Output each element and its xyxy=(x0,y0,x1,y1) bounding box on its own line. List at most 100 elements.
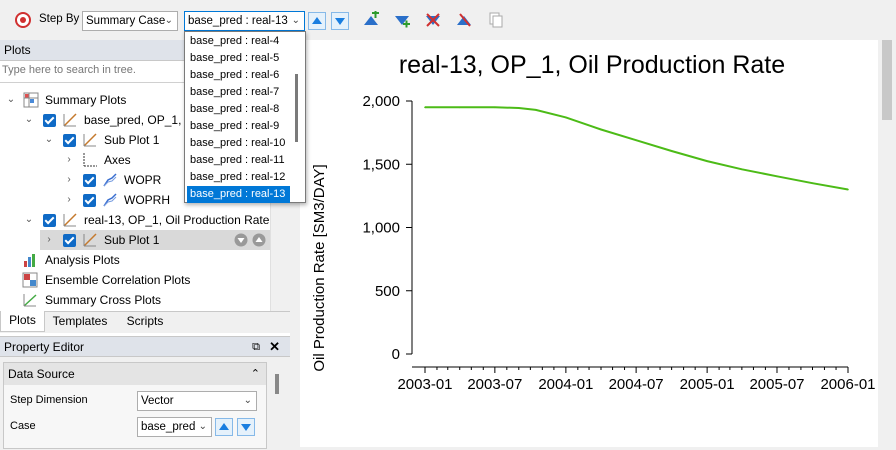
data-point xyxy=(847,188,849,191)
case-property-select[interactable]: base_pred ⌄ xyxy=(137,417,212,437)
expand-chevron-icon[interactable]: › xyxy=(67,194,71,205)
data-point xyxy=(458,106,461,109)
x-tick-label: 2005-01 xyxy=(680,376,735,393)
step-dimension-value: Vector xyxy=(141,395,174,407)
arrow-up-icon xyxy=(312,17,322,24)
close-icon[interactable]: ✕ xyxy=(269,339,280,354)
dropdown-option[interactable]: base_pred : real-12 xyxy=(190,171,286,183)
dropdown-option[interactable]: base_pred : real-4 xyxy=(190,35,280,47)
tree-label: real-13, OP_1, Oil Production Rate xyxy=(84,213,270,227)
expand-chevron-icon[interactable]: › xyxy=(47,234,51,245)
tree-search-placeholder: Type here to search in tree. xyxy=(2,64,136,76)
expand-chevron-icon[interactable]: ⌄ xyxy=(24,114,34,125)
tab-templates[interactable]: Templates xyxy=(52,314,108,328)
data-point xyxy=(635,139,637,142)
case-property-value: base_pred xyxy=(141,421,196,433)
plot-scrollbar-thumb[interactable] xyxy=(882,40,892,120)
expand-chevron-icon[interactable]: › xyxy=(67,154,71,165)
step-by-select[interactable]: Summary Case ⌄ xyxy=(82,11,178,31)
y-tick-label: 0 xyxy=(392,346,400,363)
subplot-icon xyxy=(83,133,97,147)
chart-title: real-13, OP_1, Oil Production Rate xyxy=(399,51,785,79)
apply-step-icon[interactable] xyxy=(455,11,473,29)
plot-area: real-13, OP_1, Oil Production Rate Oil P… xyxy=(300,40,878,447)
case-next-button[interactable] xyxy=(237,418,255,436)
data-source-group: Data Source ⌃ Step Dimension Vector ⌄ Ca… xyxy=(3,362,267,449)
data-point xyxy=(776,175,778,178)
dropdown-option[interactable]: base_pred : real-13 xyxy=(187,186,290,203)
case-prev-button[interactable] xyxy=(215,418,233,436)
dropdown-option[interactable]: base_pred : real-6 xyxy=(190,69,280,81)
tree-item-axes[interactable]: › Axes xyxy=(0,150,270,170)
chevron-down-icon: ⌄ xyxy=(243,395,252,406)
expand-chevron-icon[interactable]: ⌄ xyxy=(44,134,54,145)
woprh-checkbox[interactable] xyxy=(83,194,96,207)
analysis-plots-icon xyxy=(24,254,35,267)
tree-label: Sub Plot 1 xyxy=(104,233,160,247)
dropdown-option[interactable]: base_pred : real-5 xyxy=(190,52,280,64)
tree-label: WOPRH xyxy=(124,193,170,207)
subplot2-checkbox[interactable] xyxy=(63,234,76,247)
plot2-checkbox[interactable] xyxy=(43,214,56,227)
dropdown-option[interactable]: base_pred : real-8 xyxy=(190,103,280,115)
tree-label: Ensemble Correlation Plots xyxy=(45,273,191,287)
x-tick-label: 2006-01 xyxy=(820,376,875,393)
tree-item-plot1[interactable]: ⌄ base_pred, OP_1, O xyxy=(0,110,270,130)
plot1-checkbox[interactable] xyxy=(43,114,56,127)
dropdown-option[interactable]: base_pred : real-11 xyxy=(190,154,285,166)
expand-chevron-icon[interactable]: › xyxy=(67,174,71,185)
tree-item-plot2-subplot[interactable]: › Sub Plot 1 xyxy=(40,230,270,250)
collapse-icon[interactable]: ⌃ xyxy=(250,368,260,380)
add-step-icon[interactable] xyxy=(362,11,380,29)
panel-tabs: Plots Templates Scripts xyxy=(0,311,290,333)
curve-icon xyxy=(103,193,117,207)
record-stop-icon[interactable] xyxy=(14,11,32,29)
tree-item-plot2[interactable]: ⌄ real-13, OP_1, Oil Production Rate xyxy=(0,210,270,230)
dropdown-option[interactable]: base_pred : real-9 xyxy=(190,120,280,132)
dropdown-scrollbar-thumb[interactable] xyxy=(295,74,298,142)
copy-icon[interactable] xyxy=(486,11,504,29)
summary-plots-icon xyxy=(23,92,39,108)
tab-scripts[interactable]: Scripts xyxy=(126,314,164,328)
tab-plots[interactable]: Plots xyxy=(0,311,45,332)
wopr-checkbox[interactable] xyxy=(83,174,96,187)
tree-item-summary-cross[interactable]: Summary Cross Plots xyxy=(0,290,270,310)
tree-label: Axes xyxy=(104,153,131,167)
expand-chevron-icon[interactable]: ⌄ xyxy=(24,214,34,225)
tree-item-analysis-plots[interactable]: Analysis Plots xyxy=(0,250,270,270)
data-source-header[interactable]: Data Source ⌃ xyxy=(4,363,266,385)
tree-item-wopr[interactable]: › WOPR xyxy=(0,170,270,190)
tree-item-woprh[interactable]: › WOPRH xyxy=(0,190,270,210)
tree-item-plot1-subplot[interactable]: ⌄ Sub Plot 1 xyxy=(0,130,270,150)
remove-step-icon[interactable] xyxy=(424,11,442,29)
next-button[interactable] xyxy=(331,12,349,30)
data-point xyxy=(670,150,673,152)
step-dimension-select[interactable]: Vector ⌄ xyxy=(137,391,257,411)
chevron-down-icon: ⌄ xyxy=(291,15,300,26)
float-icon[interactable]: ⧉ xyxy=(252,341,260,353)
step-dimension-label: Step Dimension xyxy=(10,394,88,406)
move-up-icon[interactable] xyxy=(252,233,266,247)
dropdown-option[interactable]: base_pred : real-10 xyxy=(190,137,286,149)
case-select[interactable]: base_pred : real-13 ⌄ xyxy=(184,11,305,31)
summary-cross-plots-icon xyxy=(23,294,37,307)
case-select-value: base_pred : real-13 xyxy=(188,15,288,27)
splitter[interactable] xyxy=(290,40,300,447)
y-tick-label: 500 xyxy=(375,283,400,300)
add-step-down-icon[interactable] xyxy=(393,11,411,29)
plot-icon xyxy=(63,213,77,227)
subplot-icon xyxy=(83,233,97,247)
plot-scrollbar[interactable] xyxy=(878,40,896,447)
subplot1-checkbox[interactable] xyxy=(63,134,76,147)
move-down-icon[interactable] xyxy=(234,233,248,247)
chevron-down-icon: ⌄ xyxy=(164,15,173,26)
property-scrollbar-thumb[interactable] xyxy=(275,374,279,394)
previous-button[interactable] xyxy=(308,12,326,30)
tree-label: Sub Plot 1 xyxy=(104,133,160,147)
tree-item-summary-plots[interactable]: ⌄ Summary Plots xyxy=(0,90,270,110)
curve-icon xyxy=(103,173,117,187)
expand-chevron-icon[interactable]: ⌄ xyxy=(6,94,16,105)
step-by-label: Step By xyxy=(39,13,80,25)
dropdown-option[interactable]: base_pred : real-7 xyxy=(190,86,280,98)
tree-item-ensemble-correlation[interactable]: Ensemble Correlation Plots xyxy=(0,270,270,290)
